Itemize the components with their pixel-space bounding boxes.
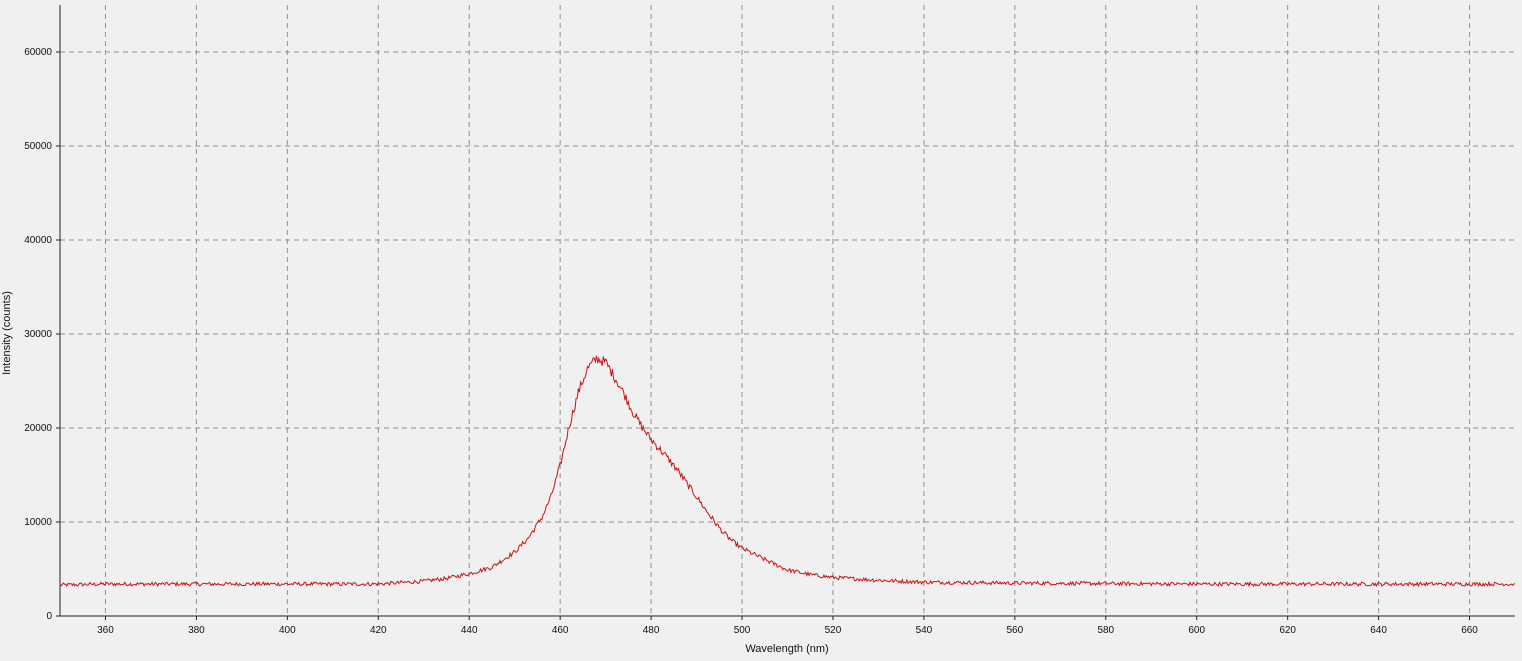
- tick-labels: 360 380 400 420 440 460 480 500 520 540 560 580 600 6…: [24, 47, 1478, 636]
- spectrum-series-line: [59, 355, 1516, 588]
- y-tick-label: 50000: [24, 141, 52, 152]
- x-tick-label: 580: [1097, 625, 1114, 636]
- x-tick-label: 520: [825, 625, 842, 636]
- y-tick-label: 30000: [24, 329, 52, 340]
- x-tick-label: 560: [1007, 625, 1024, 636]
- y-tick-label: 20000: [24, 423, 52, 434]
- x-tick-label: 480: [643, 625, 660, 636]
- x-tick-label: 620: [1279, 625, 1296, 636]
- series-layer: [59, 355, 1516, 588]
- x-tick-label: 420: [370, 625, 387, 636]
- x-tick-label: 360: [97, 625, 114, 636]
- y-tick-label: 0: [46, 611, 52, 622]
- y-tick-label: 10000: [24, 517, 52, 528]
- x-tick-label: 660: [1461, 625, 1478, 636]
- x-tick-label: 640: [1370, 625, 1387, 636]
- y-tick-label: 40000: [24, 235, 52, 246]
- axes: [56, 5, 1515, 620]
- y-tick-label: 60000: [24, 47, 52, 58]
- y-axis-label: Intensity (counts): [1, 291, 13, 375]
- x-tick-label: 380: [188, 625, 205, 636]
- x-tick-label: 440: [461, 625, 478, 636]
- x-tick-label: 460: [552, 625, 569, 636]
- x-tick-label: 500: [734, 625, 751, 636]
- x-tick-label: 540: [916, 625, 933, 636]
- x-tick-label: 400: [279, 625, 296, 636]
- x-tick-label: 600: [1188, 625, 1205, 636]
- x-axis-label: Wavelength (nm): [745, 643, 828, 655]
- grid: [60, 5, 1515, 616]
